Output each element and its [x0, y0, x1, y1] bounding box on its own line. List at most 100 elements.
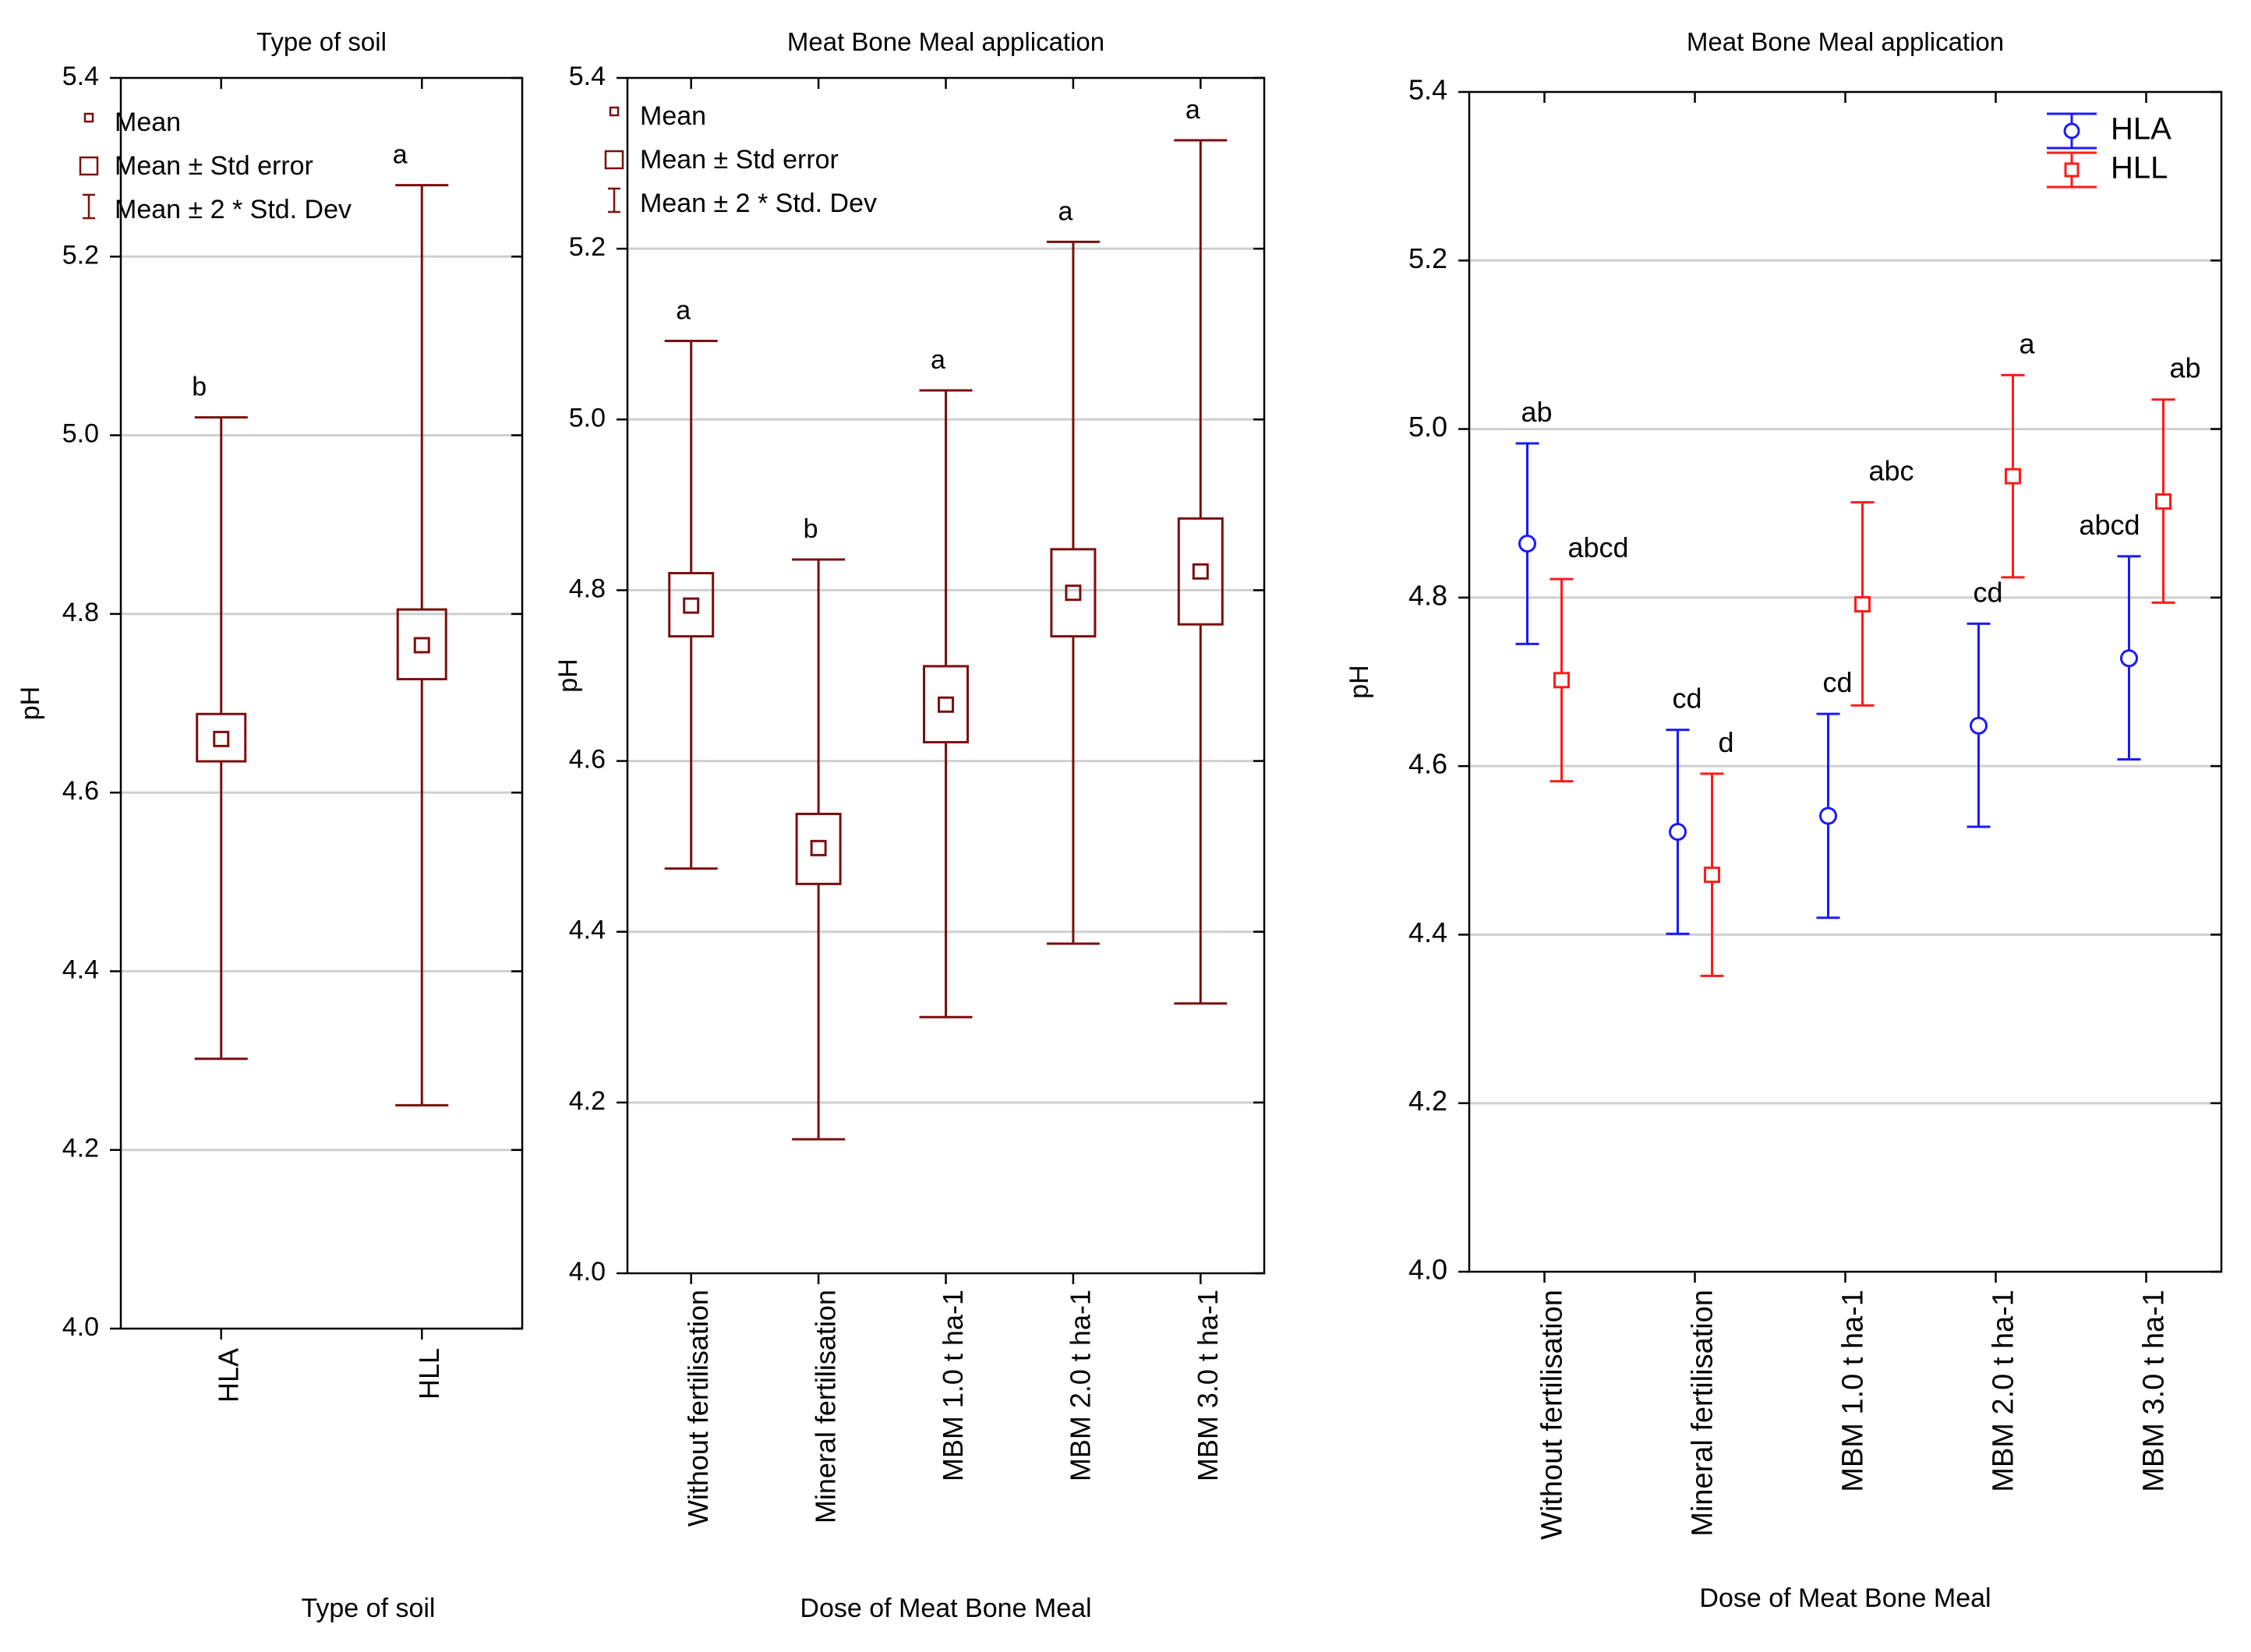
- legend-label: Mean ± 2 * Std. Dev: [640, 189, 877, 218]
- y-tick-label: 5.0: [1408, 411, 1447, 443]
- x-tick-label: Mineral fertilisation: [1687, 1290, 1719, 1537]
- data-point-square: [1704, 867, 1720, 884]
- y-tick-label: 5.4: [62, 62, 99, 91]
- significance-letter: a: [1058, 196, 1072, 226]
- y-tick-label: 4.2: [569, 1086, 606, 1116]
- y-tick-label: 5.4: [569, 62, 606, 91]
- legend-mean-symbol: [83, 112, 94, 123]
- data-point-circle: [1518, 535, 1536, 553]
- x-tick-label: MBM 1.0 t ha-1: [1837, 1290, 1870, 1492]
- legend-label: Mean ± 2 * Std. Dev: [115, 195, 352, 224]
- se-box: [668, 572, 715, 638]
- data-point-square: [2155, 493, 2171, 510]
- significance-letter: abc: [1869, 455, 1914, 487]
- y-tick-label: 5.0: [62, 419, 99, 449]
- data-point-square: [1553, 672, 1570, 689]
- legend-square-symbol: [2064, 162, 2080, 178]
- y-tick-label: 4.0: [62, 1312, 99, 1342]
- significance-letter: a: [931, 345, 945, 375]
- data-point-circle: [1970, 716, 1988, 735]
- significance-letter: ab: [1521, 396, 1552, 428]
- data-point-circle: [1819, 807, 1837, 825]
- y-axis-label: pH: [16, 687, 45, 720]
- mean-marker: [1065, 584, 1082, 602]
- series-HLL: abcd d abc a ab: [1550, 327, 2201, 977]
- significance-letter: b: [804, 514, 818, 544]
- plot-frame: [119, 76, 524, 1330]
- chart-panel-2: 4.0 4.2 4.4 4.6 4.8 5.0 5.2 5.4 Meat Bone Meal a…: [553, 27, 1266, 1623]
- y-tick-label: 5.2: [1408, 242, 1447, 274]
- significance-letter: d: [1719, 726, 1734, 758]
- legend-label: Mean ± Std error: [640, 145, 839, 175]
- legend-circle-symbol: [2063, 122, 2080, 139]
- significance-letter: cd: [1822, 666, 1852, 698]
- x-axis-label: Dose of Meat Bone Meal: [1699, 1583, 1991, 1613]
- significance-letter: a: [393, 140, 408, 170]
- y-tick-label: 5.0: [569, 403, 606, 432]
- chart-panel-1: 4.0 4.2 4.4 4.6 4.8 5.0 5.2 5.4 Type of soil Type…: [16, 27, 524, 1623]
- y-tick-label: 5.4: [1408, 74, 1447, 106]
- se-box: [1177, 517, 1224, 626]
- x-axis-label: Dose of Meat Bone Meal: [800, 1594, 1091, 1623]
- y-tick-label: 5.2: [62, 240, 99, 270]
- se-box: [923, 665, 969, 743]
- y-tick-label: 4.6: [62, 776, 99, 806]
- legend: HLA HLL: [2047, 112, 2171, 189]
- data-point-circle: [2120, 649, 2138, 668]
- y-tick-label: 4.0: [1408, 1254, 1447, 1286]
- se-box: [396, 608, 447, 681]
- y-tick-label: 4.4: [62, 955, 99, 984]
- legend-label: HLL: [2111, 151, 2168, 185]
- x-tick-label: MBM 3.0 t ha-1: [2138, 1290, 2171, 1492]
- x-axis-label: Type of soil: [302, 1594, 436, 1623]
- y-tick-label: 4.8: [569, 574, 606, 603]
- legend-mean-symbol: [609, 106, 620, 117]
- mean-marker: [1192, 563, 1209, 580]
- se-box: [795, 813, 842, 885]
- data-point-square: [1854, 596, 1871, 613]
- y-axis-label: pH: [553, 658, 583, 692]
- x-tick-label: HLL: [413, 1348, 445, 1400]
- chart-title: Type of soil: [256, 27, 387, 56]
- mean-marker: [683, 597, 700, 614]
- significance-letter: abcd: [1568, 531, 1629, 563]
- x-tick-label: Without fertilisation: [1536, 1290, 1569, 1540]
- y-tick-label: 4.4: [1408, 916, 1447, 948]
- se-box: [196, 712, 247, 763]
- x-tick-label: HLA: [212, 1348, 244, 1403]
- se-box: [1050, 548, 1097, 638]
- x-tick-label: Without fertilisation: [682, 1290, 714, 1527]
- significance-letter: a: [2020, 327, 2036, 359]
- data-point-square: [2005, 468, 2021, 485]
- significance-letter: a: [676, 295, 691, 325]
- legend-se-symbol: [79, 156, 99, 176]
- chart-title: Meat Bone Meal application: [787, 27, 1104, 56]
- x-tick-label: MBM 2.0 t ha-1: [1988, 1290, 2020, 1492]
- plot-frame: [626, 76, 1266, 1275]
- data-point-circle: [1669, 822, 1687, 841]
- y-tick-label: 4.8: [1408, 579, 1447, 611]
- significance-letter: abcd: [2079, 509, 2140, 541]
- significance-letter: cd: [1973, 576, 2002, 608]
- significance-letter: a: [1186, 95, 1200, 125]
- x-tick-label: Mineral fertilisation: [810, 1290, 842, 1523]
- mean-marker: [213, 730, 230, 747]
- chart-panel-3: 4.0 4.2 4.4 4.6 4.8 5.0 5.2 5.4 Meat Bone Meal a…: [1345, 27, 2223, 1613]
- y-tick-label: 4.8: [62, 598, 99, 627]
- y-tick-label: 4.6: [1408, 748, 1447, 780]
- significance-letter: ab: [2170, 352, 2201, 384]
- mean-marker: [413, 637, 430, 654]
- significance-letter: b: [192, 372, 207, 402]
- x-tick-label: MBM 3.0 t ha-1: [1192, 1290, 1224, 1481]
- legend-label: HLA: [2111, 112, 2171, 146]
- significance-letter: cd: [1672, 683, 1702, 715]
- legend-label: Mean: [640, 101, 706, 131]
- y-tick-label: 4.4: [569, 916, 606, 945]
- legend-se-symbol: [604, 150, 624, 170]
- legend-label: Mean ± Std error: [115, 151, 313, 181]
- y-tick-label: 4.6: [569, 745, 606, 775]
- y-tick-label: 4.2: [62, 1134, 99, 1163]
- legend: Mean Mean ± Std error Mean ± 2 * Std. Dev: [79, 108, 352, 224]
